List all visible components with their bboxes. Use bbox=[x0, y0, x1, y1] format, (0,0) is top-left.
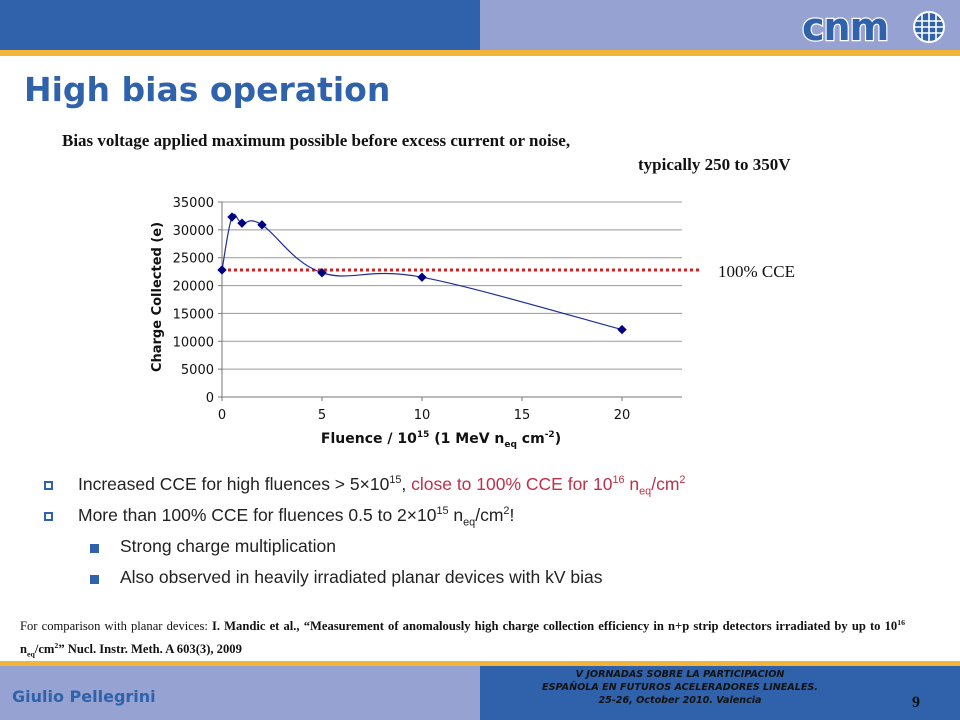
data-point bbox=[217, 265, 227, 275]
bullet-1-text: Increased CCE for high fluences > 5×1015… bbox=[78, 474, 686, 498]
conference-line-2: ESPAÑOLA EN FUTUROS ACELERADORES LINEALE… bbox=[542, 682, 818, 693]
hollow-square-bullet-icon bbox=[44, 481, 53, 490]
x-tick-label: 15 bbox=[514, 408, 531, 423]
series-line bbox=[221, 213, 623, 331]
footer-accent-stripe bbox=[0, 661, 960, 666]
bullet-item-2: More than 100% CCE for fluences 0.5 to 2… bbox=[44, 505, 944, 536]
slide-title: High bias operation bbox=[24, 70, 391, 109]
data-point bbox=[417, 272, 427, 282]
page-number: 9 bbox=[912, 694, 920, 711]
data-point bbox=[227, 212, 237, 222]
sub-bullet-2-text: Also observed in heavily irradiated plan… bbox=[120, 567, 603, 587]
y-tick-labels: 0 5000 10000 15000 20000 25000 30000 35000 bbox=[173, 196, 214, 406]
y-tick-label: 15000 bbox=[173, 307, 214, 322]
logo-globe-icon bbox=[913, 11, 945, 43]
y-tick-label: 25000 bbox=[173, 252, 214, 267]
x-tick-label: 10 bbox=[414, 408, 431, 423]
logo-text: cnm bbox=[802, 9, 888, 45]
chart-series bbox=[217, 212, 627, 335]
cce-line-label: 100% CCE bbox=[718, 262, 795, 281]
y-axis-label: Charge Collected (e) bbox=[150, 222, 165, 372]
x-tick-label: 0 bbox=[218, 408, 226, 423]
author-name: Giulio Pellegrini bbox=[12, 687, 156, 706]
reference-footnote: For comparison with planar devices: I. M… bbox=[20, 618, 905, 659]
bullet-item-1: Increased CCE for high fluences > 5×1015… bbox=[44, 474, 944, 505]
x-tick-label: 5 bbox=[318, 408, 326, 423]
sub-bullet-item-2: Also observed in heavily irradiated plan… bbox=[44, 567, 944, 598]
filled-square-bullet-icon bbox=[90, 575, 99, 584]
footer-bar-left bbox=[0, 666, 480, 720]
data-point bbox=[617, 324, 627, 335]
y-tick-label: 10000 bbox=[173, 335, 214, 350]
sub-bullet-1-text: Strong charge multiplication bbox=[120, 536, 336, 556]
subtitle-line-1: Bias voltage applied maximum possible be… bbox=[62, 131, 571, 150]
bullet-list: Increased CCE for high fluences > 5×1015… bbox=[44, 474, 944, 598]
chart-axes bbox=[218, 201, 682, 401]
filled-square-bullet-icon bbox=[90, 544, 99, 553]
cnm-logo: cnm bbox=[800, 4, 948, 50]
header-accent-stripe bbox=[0, 50, 960, 56]
footer-bar-right bbox=[480, 666, 960, 720]
x-axis-label: Fluence / 1015 (1 MeV neq cm-2) bbox=[321, 430, 561, 450]
y-tick-label: 30000 bbox=[173, 224, 214, 239]
y-tick-label: 0 bbox=[206, 391, 214, 406]
chart-gridlines bbox=[222, 201, 682, 370]
header-bar-left bbox=[0, 0, 480, 50]
bullet-2-text: More than 100% CCE for fluences 0.5 to 2… bbox=[78, 505, 515, 529]
header-bar-right bbox=[480, 0, 960, 50]
y-tick-label: 5000 bbox=[181, 363, 214, 378]
conference-line-1: V JORNADAS SOBRE LA PARTICIPACION bbox=[575, 669, 785, 680]
conference-line-3: 25-26, October 2010. Valencia bbox=[598, 695, 762, 706]
cce-chart: 0 5000 10000 15000 20000 25000 30000 35000 0 5 10… bbox=[150, 196, 702, 450]
x-tick-labels: 0 5 10 15 20 bbox=[218, 408, 630, 423]
y-tick-label: 20000 bbox=[173, 280, 214, 295]
conference-info: V JORNADAS SOBRE LA PARTICIPACION ESPAÑO… bbox=[480, 668, 880, 707]
hollow-square-bullet-icon bbox=[44, 512, 53, 521]
x-tick-label: 20 bbox=[614, 408, 631, 423]
y-tick-label: 35000 bbox=[173, 196, 214, 211]
sub-bullet-item-1: Strong charge multiplication bbox=[44, 536, 944, 567]
data-point bbox=[257, 220, 267, 230]
data-point bbox=[237, 218, 247, 228]
data-point bbox=[317, 268, 327, 278]
subtitle-line-2: typically 250 to 350V bbox=[638, 155, 791, 174]
